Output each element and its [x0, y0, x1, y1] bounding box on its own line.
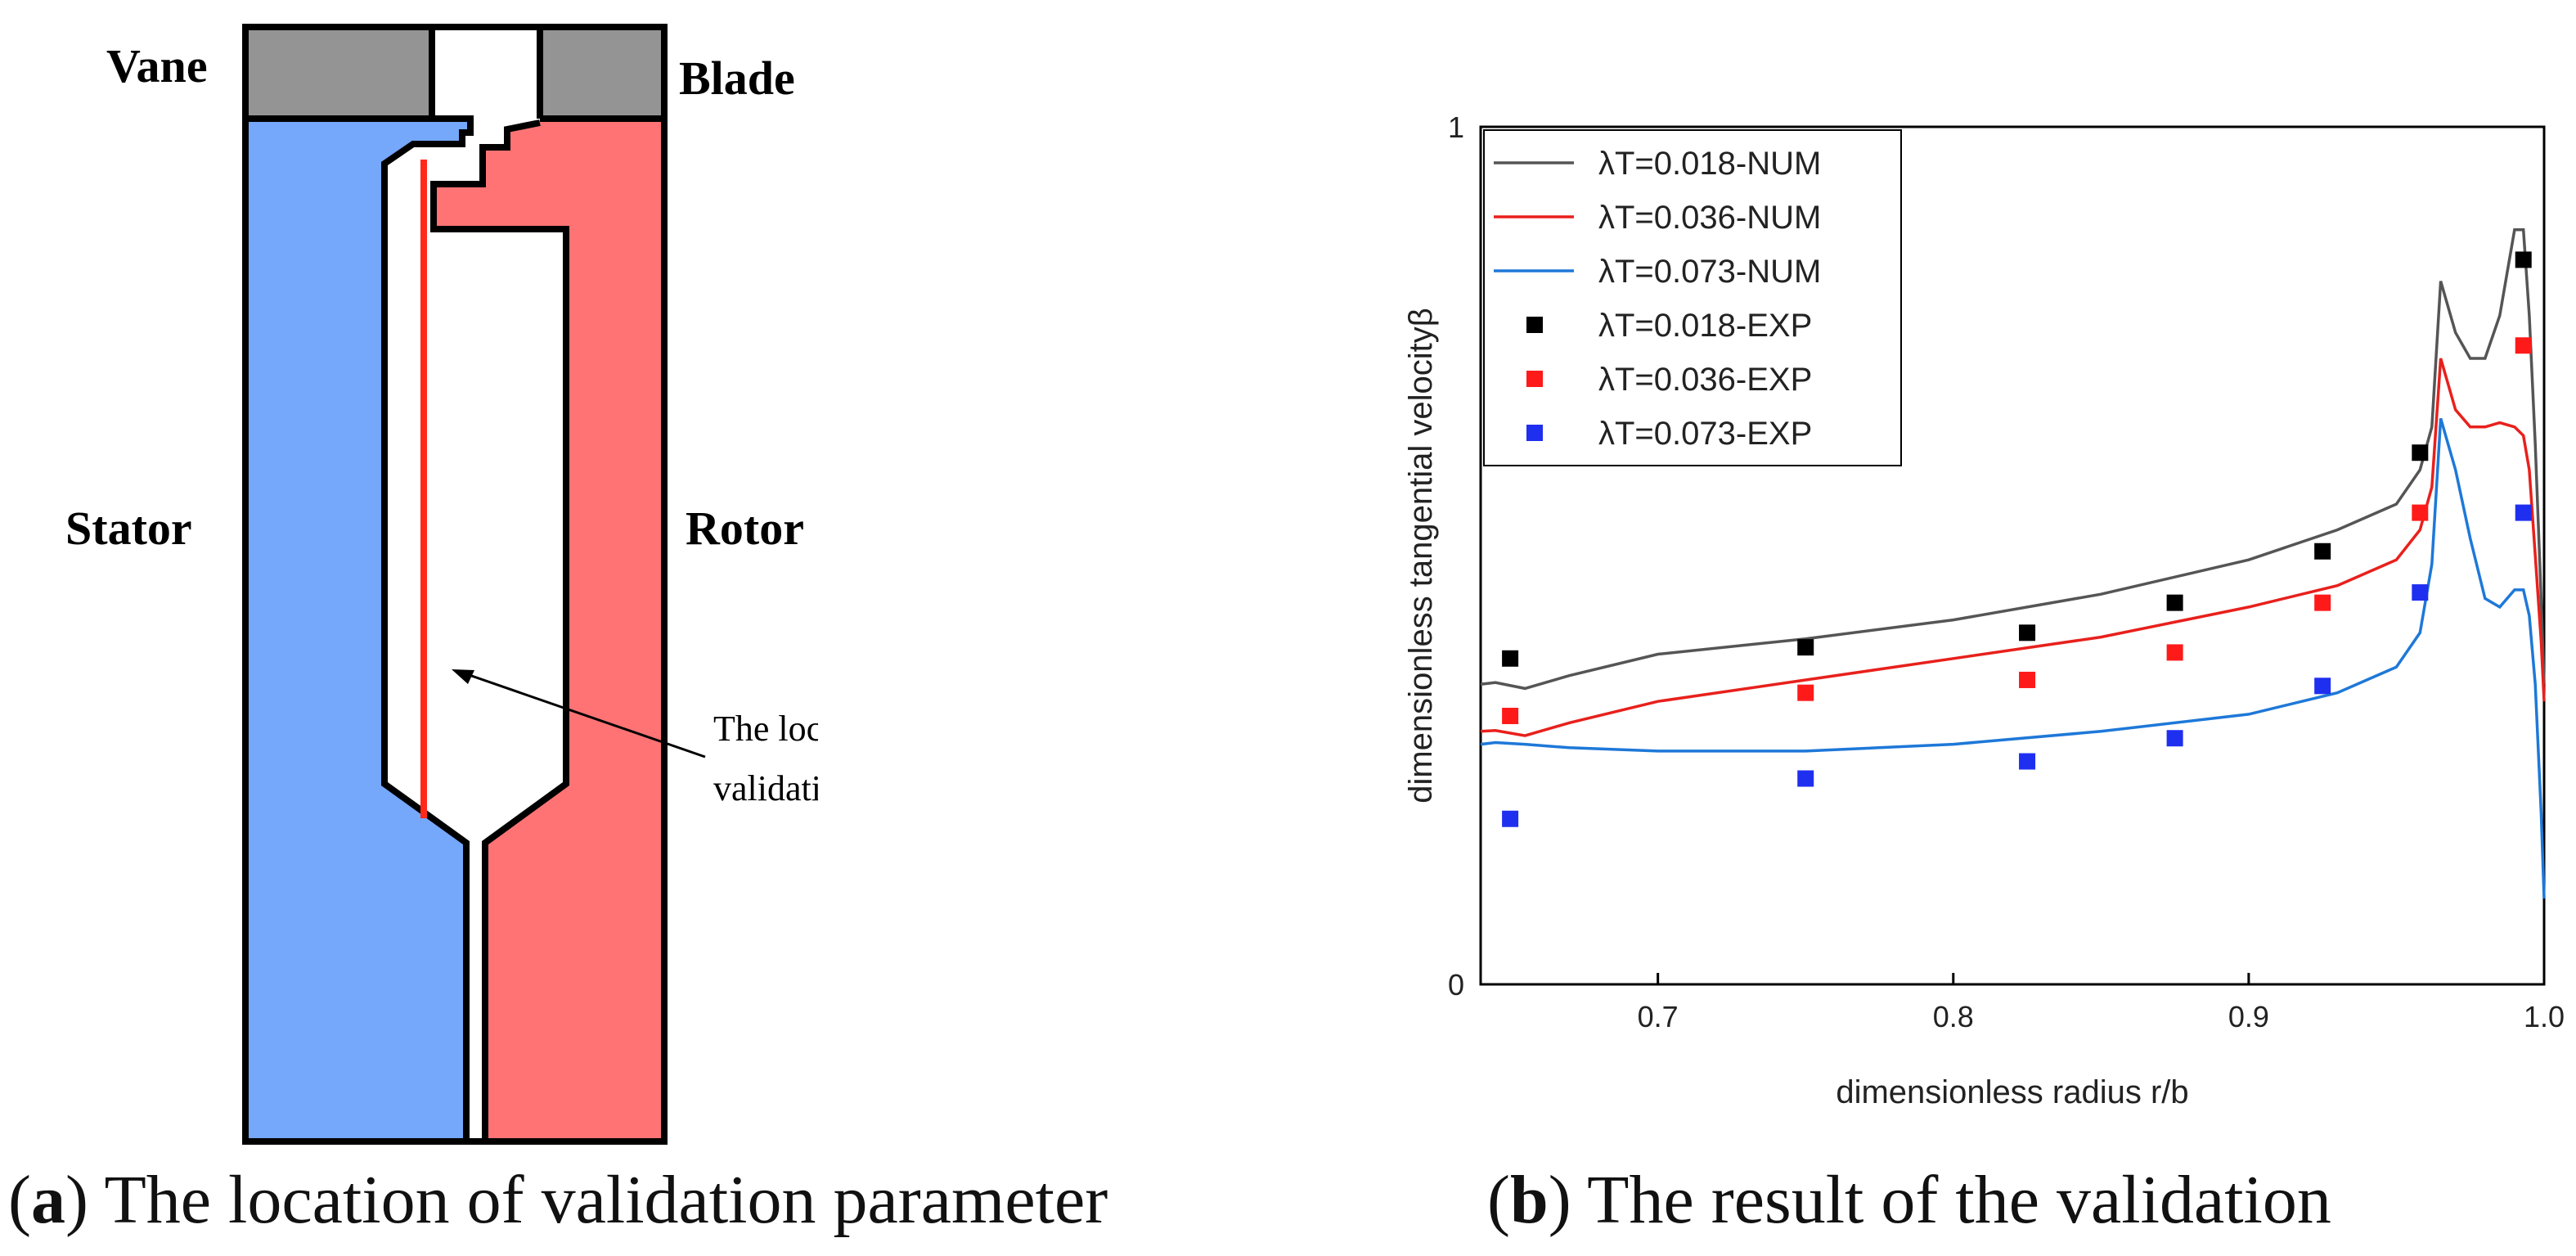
annotation-text-line2: validation parameter: [713, 768, 818, 808]
x-tick-label: 0.8: [1933, 1000, 1974, 1033]
annotation-arrow-line: [461, 671, 706, 759]
x-axis-label: dimensionless radius r/b: [1836, 1074, 2188, 1110]
rotor-label: Rotor: [686, 502, 804, 555]
legend-label: λT=0.036-EXP: [1598, 362, 1812, 398]
x-tick-label: 1.0: [2524, 1000, 2565, 1033]
annotation-text-line1: The location of: [713, 709, 818, 749]
data-point-3: [2019, 624, 2036, 642]
legend-marker-swatch: [1526, 371, 1543, 387]
y-tick-label: 0: [1448, 968, 1464, 1002]
caption-b-tag: b: [1509, 1162, 1549, 1238]
caption-b-text: The result of the validation: [1587, 1162, 2331, 1238]
legend-marker-swatch: [1526, 425, 1543, 441]
vane-cap: [245, 27, 432, 119]
data-point-4: [2314, 594, 2331, 611]
x-tick-label: 0.7: [1638, 1000, 1679, 1033]
caption-b: (b) The result of the validation: [1487, 1162, 2331, 1238]
data-point-3: [1797, 639, 1814, 656]
data-point-5: [2019, 753, 2036, 770]
data-point-4: [1797, 684, 1814, 701]
data-point-3: [2412, 444, 2429, 461]
legend-label: λT=0.036-NUM: [1598, 200, 1821, 236]
plot-area-frame: [1479, 125, 2546, 986]
y-axis-label: dimensionless tangential velocityβ: [1403, 308, 1439, 804]
data-point-3: [2515, 251, 2532, 268]
caption-a-tag: a: [30, 1162, 65, 1238]
vane-label: Vane: [106, 39, 208, 92]
caption-a-text: The location of validation parameter: [104, 1162, 1108, 1238]
data-point-5: [2166, 730, 2183, 747]
validation-chart: 0.7 0.8 0.9 1.001 dimensionless radius r/b …: [1403, 110, 2565, 1110]
data-point-4: [2412, 504, 2429, 521]
rotor-body: [434, 119, 664, 1141]
data-point-5: [1797, 770, 1814, 787]
y-tick-label: 1: [1448, 110, 1464, 144]
legend-label: λT=0.018-EXP: [1598, 308, 1812, 344]
schematic-panel: Vane Blade Stator Rotor The location of …: [65, 24, 818, 1145]
x-tick-label: 0.9: [2228, 1000, 2269, 1033]
data-point-4: [2019, 671, 2036, 688]
caption-a: (a) The location of validation parameter: [8, 1162, 1108, 1238]
data-point-3: [2314, 542, 2331, 560]
data-point-3: [1502, 650, 1519, 667]
legend: λT=0.018-NUM λT=0.036-NUM λT=0.073-NUM λT=0…: [1483, 129, 1902, 466]
data-point-4: [2166, 644, 2183, 661]
blade-label: Blade: [679, 52, 795, 105]
legend-label: λT=0.073-NUM: [1598, 254, 1821, 290]
annotation-arrow-head: [452, 669, 474, 684]
data-point-4: [1502, 707, 1519, 724]
data-point-4: [2515, 337, 2532, 354]
stator-label: Stator: [65, 502, 192, 555]
blade-cap: [540, 27, 664, 119]
data-point-5: [2412, 584, 2429, 601]
schematic-outline: [242, 24, 668, 1145]
legend-marker-swatch: [1526, 317, 1543, 333]
stator-body: [245, 119, 470, 1141]
data-point-5: [2515, 504, 2532, 521]
legend-label: λT=0.073-EXP: [1598, 416, 1812, 452]
data-point-5: [2314, 678, 2331, 695]
data-point-3: [2166, 594, 2183, 611]
legend-label: λT=0.018-NUM: [1598, 146, 1821, 182]
data-point-5: [1502, 810, 1519, 827]
legend-box: [1483, 129, 1902, 466]
